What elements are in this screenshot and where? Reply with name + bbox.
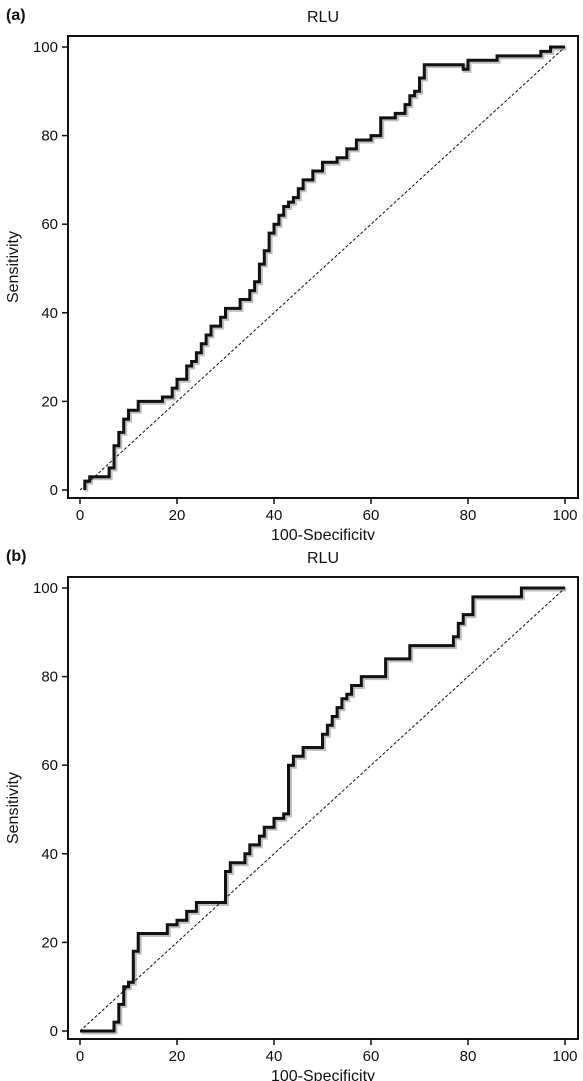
panel-label-b: (b) [6, 548, 26, 565]
x-tick-label-a-0: 0 [76, 507, 84, 524]
reference-diagonal-a [79, 46, 566, 491]
y-tick-label-a-100: 100 [33, 39, 58, 56]
roc-curve-shadow-a [84, 46, 567, 492]
roc-chart-b: (b) RLU 0 20 40 60 80 100 0 20 40 60 80 100 100-Specif… [0, 541, 583, 1081]
y-tick-label-a-20: 20 [41, 393, 58, 410]
x-tick-label-a-80: 80 [460, 507, 477, 524]
y-axis-label-b: Sensitivity [5, 772, 22, 844]
x-tick-label-b-60: 60 [363, 1048, 380, 1065]
y-axis-label-a: Sensitivity [5, 231, 22, 303]
panel-label-a: (a) [6, 7, 26, 24]
roc-curve-a [83, 45, 565, 490]
x-tick-label-b-80: 80 [460, 1048, 477, 1065]
roc-chart-b-svg: (b) RLU 0 20 40 60 80 100 0 20 40 60 80 100 100-Specif… [5, 548, 579, 1081]
roc-curve-b [80, 586, 565, 1033]
chart-title-a: RLU [307, 9, 339, 26]
x-tick-label-a-100: 100 [552, 507, 577, 524]
y-tick-label-b-0: 0 [50, 1023, 58, 1040]
y-tick-label-b-60: 60 [41, 757, 58, 774]
y-tick-label-b-100: 100 [33, 580, 58, 597]
y-tick-label-b-20: 20 [41, 934, 58, 951]
y-tick-label-b-80: 80 [41, 669, 58, 686]
reference-diagonal-b [79, 587, 566, 1032]
x-tick-label-b-100: 100 [552, 1048, 577, 1065]
x-tick-label-b-20: 20 [169, 1048, 186, 1065]
roc-chart-a-svg: (a) RLU 0 20 40 60 80 100 0 20 40 60 80 100 100-Specif… [5, 7, 579, 540]
x-tick-label-a-60: 60 [363, 507, 380, 524]
roc-curve-shadow-b [81, 587, 567, 1035]
x-tick-label-a-20: 20 [169, 507, 186, 524]
y-tick-label-a-40: 40 [41, 305, 58, 322]
x-axis-label-b: 100-Specificity [271, 1068, 375, 1081]
x-axis-label-a: 100-Specificity [271, 527, 375, 540]
x-tick-label-b-40: 40 [266, 1048, 283, 1065]
y-tick-label-a-0: 0 [50, 482, 58, 499]
plot-frame-a [67, 35, 579, 499]
y-tick-label-a-80: 80 [41, 128, 58, 145]
y-tick-label-a-60: 60 [41, 216, 58, 233]
roc-chart-a: (a) RLU 0 20 40 60 80 100 0 20 40 60 80 100 100-Specif… [0, 0, 583, 540]
x-tick-label-b-0: 0 [76, 1048, 84, 1065]
chart-title-b: RLU [307, 550, 339, 567]
plot-frame-b [67, 576, 579, 1040]
x-tick-label-a-40: 40 [266, 507, 283, 524]
y-tick-label-b-40: 40 [41, 846, 58, 863]
